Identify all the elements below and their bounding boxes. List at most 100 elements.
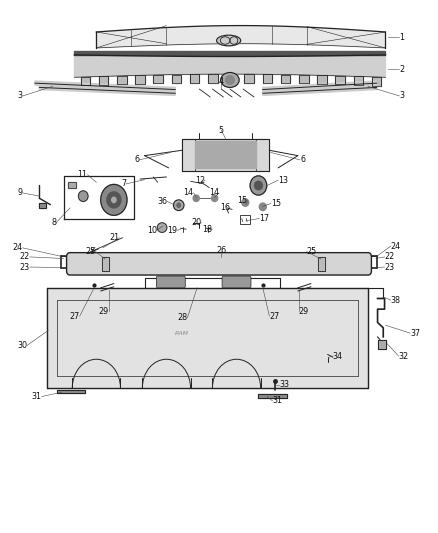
Polygon shape [57, 390, 85, 393]
Text: 18: 18 [202, 225, 212, 233]
Polygon shape [263, 85, 377, 95]
Text: 21: 21 [109, 233, 119, 242]
Ellipse shape [177, 203, 180, 207]
Bar [244, 74, 254, 83]
Text: 13: 13 [278, 176, 288, 184]
Ellipse shape [242, 199, 249, 206]
Text: 36: 36 [157, 197, 167, 206]
Text: 15: 15 [237, 196, 247, 205]
Text: 2: 2 [399, 65, 405, 74]
Bar [99, 76, 109, 85]
Text: 37: 37 [410, 329, 420, 337]
Polygon shape [35, 81, 175, 92]
Ellipse shape [226, 76, 234, 84]
Text: 17: 17 [259, 214, 269, 223]
Bar [372, 77, 381, 85]
FancyBboxPatch shape [222, 276, 251, 288]
Bar [353, 76, 363, 85]
Ellipse shape [78, 191, 88, 201]
Polygon shape [182, 139, 269, 171]
Bar [117, 76, 127, 84]
Bar [81, 77, 90, 85]
Ellipse shape [216, 35, 241, 46]
FancyBboxPatch shape [156, 276, 185, 288]
Text: 29: 29 [99, 307, 109, 316]
Bar [372, 77, 381, 85]
Bar [378, 340, 386, 349]
Text: 15: 15 [271, 199, 281, 208]
Ellipse shape [250, 176, 267, 195]
Bar [318, 257, 325, 271]
Bar [299, 75, 309, 84]
Bar [299, 75, 309, 84]
Bar [244, 74, 254, 83]
Text: 25: 25 [85, 247, 95, 256]
Text: 4: 4 [219, 77, 224, 85]
Text: 6: 6 [300, 156, 305, 164]
Text: 28: 28 [177, 313, 187, 322]
Bar [336, 76, 345, 84]
Polygon shape [258, 394, 287, 398]
Bar [240, 215, 250, 224]
Text: 34: 34 [333, 352, 343, 360]
Text: 24: 24 [13, 244, 23, 252]
Polygon shape [47, 288, 368, 388]
Bar [68, 182, 76, 188]
Bar [226, 74, 236, 83]
Text: 30: 30 [17, 341, 27, 350]
Bar [153, 75, 163, 84]
Bar [102, 257, 109, 271]
Text: 32: 32 [399, 352, 409, 360]
Text: 20: 20 [191, 219, 201, 227]
Bar [263, 74, 272, 83]
Text: RAM: RAM [175, 330, 189, 336]
Bar [172, 75, 181, 83]
Text: 23: 23 [385, 263, 395, 271]
Ellipse shape [101, 184, 127, 215]
Text: 11: 11 [78, 171, 88, 179]
Bar [317, 75, 327, 84]
Polygon shape [74, 55, 385, 77]
Bar [39, 203, 46, 208]
Bar [208, 74, 218, 83]
Text: 24: 24 [391, 242, 401, 251]
Ellipse shape [212, 195, 218, 201]
Text: 5: 5 [219, 126, 224, 134]
Polygon shape [39, 85, 175, 95]
Bar [190, 74, 199, 83]
Bar [318, 257, 325, 271]
Text: 38: 38 [391, 296, 401, 304]
Text: 3: 3 [399, 92, 404, 100]
Text: 26: 26 [216, 246, 226, 255]
Text: 1: 1 [399, 33, 404, 42]
Bar [281, 75, 290, 83]
Text: 23: 23 [20, 263, 30, 271]
Polygon shape [96, 26, 385, 48]
Polygon shape [263, 81, 377, 92]
Text: 27: 27 [269, 312, 279, 320]
Ellipse shape [221, 72, 239, 87]
Text: 19: 19 [167, 226, 177, 235]
Ellipse shape [157, 223, 167, 232]
Text: 22: 22 [385, 253, 395, 261]
FancyBboxPatch shape [67, 253, 371, 275]
Polygon shape [195, 141, 256, 168]
Bar [281, 75, 290, 83]
Bar [117, 76, 127, 84]
Text: 3: 3 [18, 92, 23, 100]
Text: 10: 10 [147, 226, 157, 235]
Ellipse shape [112, 197, 116, 203]
Bar [153, 75, 163, 84]
Bar [378, 340, 386, 349]
Bar [99, 76, 109, 85]
Bar [135, 75, 145, 84]
Polygon shape [74, 51, 385, 55]
Bar [102, 257, 109, 271]
Bar [172, 75, 181, 83]
Ellipse shape [193, 195, 199, 201]
Text: 27: 27 [70, 312, 80, 320]
Bar [190, 74, 199, 83]
Text: 14: 14 [184, 189, 194, 197]
Bar [226, 74, 236, 83]
Text: 6: 6 [134, 156, 139, 164]
